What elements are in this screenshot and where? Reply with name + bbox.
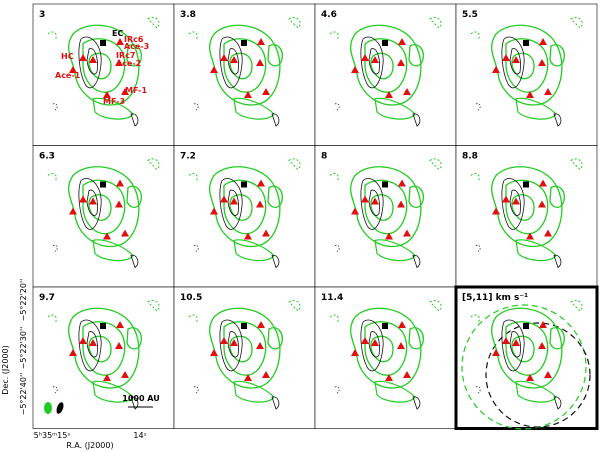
- x-axis-label: R.A. (J2000): [66, 441, 113, 450]
- source-label: HC: [61, 52, 74, 61]
- source-label: Ace-2: [116, 59, 141, 68]
- source-label: IRc7: [116, 51, 135, 60]
- channel-panel: [5,11] km s⁻¹: [454, 285, 599, 430]
- panel-label: 7.2: [180, 152, 196, 162]
- panel-label: [5,11] km s⁻¹: [462, 293, 528, 303]
- panel-label: 8: [321, 152, 327, 162]
- panel-label: 3.8: [180, 10, 196, 20]
- ec-label: EC: [112, 29, 123, 38]
- source-label: Ace-3: [124, 42, 149, 51]
- panel-frame: [314, 145, 457, 288]
- channel-panel: 11.4: [314, 286, 457, 429]
- beam: [44, 402, 52, 414]
- channel-panel: 6.3: [32, 145, 175, 288]
- channel-panel: 8: [314, 145, 457, 288]
- y-axis-label: Dec. (J2000): [1, 345, 10, 395]
- beam: [56, 402, 64, 414]
- panel-frame: [32, 3, 175, 146]
- channel-panel: 5.5: [455, 3, 598, 146]
- panel-label: 5.5: [462, 10, 478, 20]
- axes: Dec. (J2000) R.A. (J2000) −5°22'20'' −5°…: [1, 279, 160, 450]
- panel-frame: [32, 286, 175, 429]
- panel-frame: [173, 286, 316, 429]
- panel-frame: [314, 286, 457, 429]
- channel-panel: 7.2: [173, 145, 316, 288]
- scale-bar-label: 1000 AU: [122, 394, 160, 403]
- y-tick-label: −5°22'30'': [19, 327, 28, 370]
- panel-frame: [173, 145, 316, 288]
- channel-panel: 9.7: [32, 286, 175, 429]
- panel-frame: [455, 3, 598, 146]
- channel-panel: 4.6: [314, 3, 457, 146]
- channel-panel: 8.8: [455, 145, 598, 288]
- channel-panel: 3.8: [173, 3, 316, 146]
- panel-grid: 3 3.8 4.6 5.5 6.3 7.2 8 8.8 9.7 10.5 11.4 [5,11] km…: [32, 3, 599, 430]
- panel-label: 11.4: [321, 293, 343, 303]
- channel-panel: 3: [32, 3, 175, 146]
- y-tick-label: −5°22'40'': [19, 373, 28, 416]
- panel-frame: [455, 145, 598, 288]
- source-label: Ace-1: [55, 71, 81, 80]
- channel-panel: 10.5: [173, 286, 316, 429]
- panel-frame: [173, 3, 316, 146]
- panel-label: 3: [39, 10, 45, 20]
- panel-label: 8.8: [462, 152, 478, 162]
- primary-beam: [485, 322, 591, 428]
- panel-label: 9.7: [39, 293, 55, 303]
- x-tick-label: 14ˢ: [133, 431, 146, 440]
- source-label: IRc6: [124, 35, 144, 44]
- x-tick-label: 5ʰ35ᵐ15ˢ: [34, 431, 71, 440]
- panel-label: 10.5: [180, 293, 202, 303]
- source-label: MF-3: [103, 97, 125, 106]
- panel-label: 4.6: [321, 10, 337, 20]
- source-label: MF-1: [125, 86, 148, 95]
- panel-label: 6.3: [39, 152, 55, 162]
- y-tick-label: −5°22'20'': [19, 279, 28, 322]
- primary-beam: [461, 304, 587, 430]
